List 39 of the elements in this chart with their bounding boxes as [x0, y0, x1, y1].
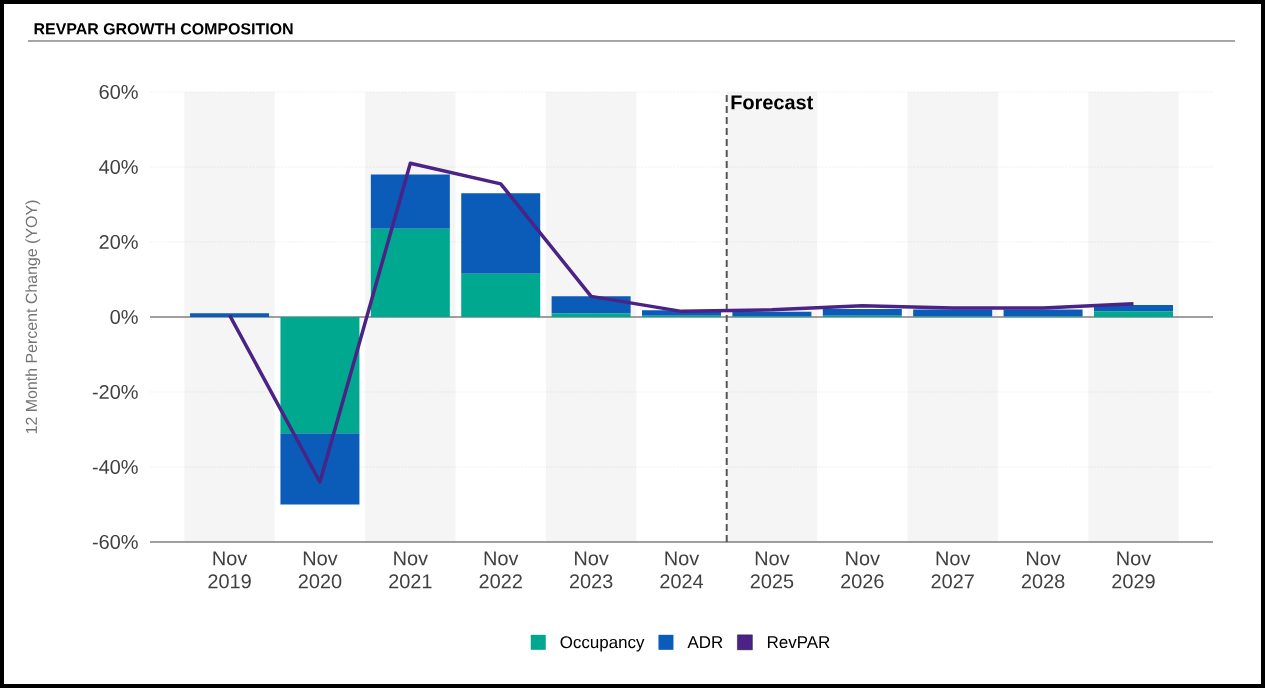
y-tick-label: 60%	[99, 84, 138, 100]
chart-title: REVPAR GROWTH COMPOSITION	[34, 23, 293, 35]
bar	[370, 228, 450, 317]
x-tick-label: Nov 2026	[841, 551, 884, 589]
x-tick-label: Nov 2024	[660, 551, 704, 589]
y-tick-label: -60%	[92, 534, 138, 550]
bar	[551, 296, 631, 314]
ref-line-label: Forecast	[731, 95, 814, 110]
y-tick-label: -20%	[92, 384, 138, 400]
bar	[280, 433, 360, 505]
x-tick-label: Nov 2028	[1021, 551, 1065, 589]
x-tick-label: Nov 2025	[750, 551, 794, 589]
legend-label: ADR	[687, 636, 723, 648]
bar	[461, 273, 541, 317]
bar	[1003, 309, 1083, 317]
bar	[370, 174, 450, 229]
x-tick-label: Nov 2019	[208, 551, 251, 589]
legend-label: Occupancy	[560, 636, 645, 652]
y-axis-title: 12 Month Percent Change (YOY)	[25, 200, 41, 434]
y-tick-label: 40%	[99, 159, 138, 175]
x-tick-label: Nov 2023	[569, 551, 613, 589]
line-series	[227, 161, 1136, 484]
legend-label: RevPAR	[767, 636, 830, 649]
bar	[822, 309, 902, 316]
y-tick-label: -40%	[92, 459, 138, 475]
bar	[551, 313, 631, 317]
x-tick-label: Nov 2029	[1112, 551, 1155, 589]
bar	[732, 311, 812, 317]
y-tick-label: 20%	[99, 234, 138, 250]
bar	[1093, 311, 1173, 317]
bar	[913, 309, 993, 317]
bar	[280, 316, 360, 434]
bar	[190, 313, 270, 317]
x-tick-label: Nov 2021	[389, 551, 432, 589]
x-tick-label: Nov 2022	[479, 551, 522, 589]
x-tick-label: Nov 2027	[931, 551, 974, 589]
bar	[461, 193, 541, 274]
y-tick-label: 0%	[110, 309, 138, 325]
x-tick-label: Nov 2020	[298, 551, 342, 589]
